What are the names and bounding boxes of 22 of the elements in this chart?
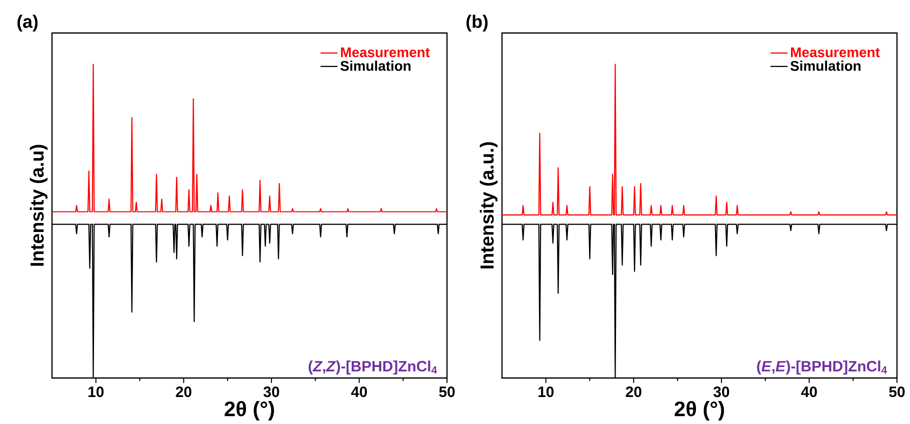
annotation: (E,E)-[BPHD]ZnCl$_{4}$ bbox=[757, 360, 887, 375]
x-tick-label: 30 bbox=[713, 386, 730, 398]
x-tick-label: 40 bbox=[351, 386, 367, 398]
legend-label: Measurement bbox=[340, 48, 430, 58]
legend-label: Simulation bbox=[790, 60, 860, 71]
chart-title: (a) bbox=[17, 14, 38, 32]
legend-label: Simulation bbox=[340, 60, 410, 71]
x-tick-label: 50 bbox=[889, 386, 905, 398]
x-tick-label: 40 bbox=[801, 386, 817, 398]
x-tick-label: 20 bbox=[176, 386, 192, 398]
chart-title: (b) bbox=[466, 14, 488, 32]
x-tick-label: 50 bbox=[439, 386, 455, 398]
x-axis-title: 2θ (°) bbox=[224, 401, 274, 421]
legend-label: Measurement bbox=[790, 48, 880, 58]
y-axis-title: Intensity (a.u.) bbox=[480, 142, 498, 268]
x-axis-title: 2θ (°) bbox=[674, 401, 724, 421]
y-axis-title: Intensity (a.u) bbox=[30, 145, 48, 266]
x-tick-label: 10 bbox=[538, 386, 554, 398]
x-tick-label: 20 bbox=[626, 386, 642, 398]
annotation: (Z,Z)-[BPHD]ZnCl$_{4}$ bbox=[308, 360, 437, 375]
x-tick-label: 10 bbox=[88, 386, 104, 398]
x-tick-label: 30 bbox=[263, 386, 280, 398]
